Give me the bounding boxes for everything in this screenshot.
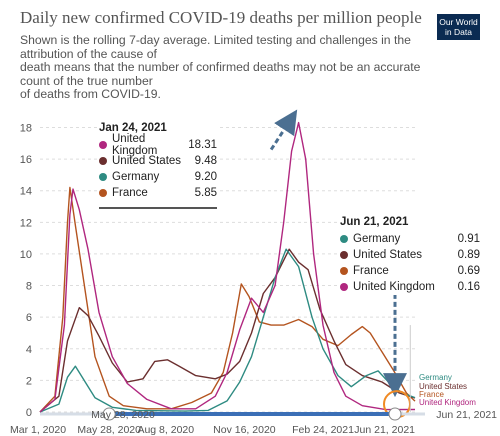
series-lines	[39, 121, 416, 413]
tooltip-series-name: Germany	[353, 233, 401, 245]
y-tick-label: 0	[26, 407, 32, 419]
x-tick-label: Aug 8, 2020	[137, 424, 194, 436]
legend-dot-germany	[99, 173, 107, 181]
tooltip-series-name: France	[353, 265, 389, 277]
tooltip-value: 18.31	[188, 139, 217, 151]
y-tick-label: 8	[26, 281, 32, 293]
y-tick-label: 12	[20, 217, 32, 229]
subtitle-line: Shown is the rolling 7-day average. Limi…	[20, 33, 411, 47]
y-tick-label: 18	[20, 122, 32, 134]
tooltip-value: 0.89	[457, 249, 480, 261]
chart-title: Daily new confirmed COVID-19 deaths per …	[20, 8, 422, 27]
legend-dot-uk	[99, 141, 107, 149]
legend-dot-france	[340, 267, 348, 275]
legend-dot-us	[99, 157, 107, 165]
y-tick-label: 4	[26, 344, 32, 356]
logo-line: Our World	[439, 17, 478, 27]
timeline-start-label: May 28, 2020	[91, 409, 155, 421]
timeline-start-handle[interactable]	[102, 407, 116, 421]
subtitle-line: count of the true number	[20, 73, 153, 88]
y-tick-label: 10	[20, 249, 32, 261]
tooltip-value: 9.48	[194, 155, 217, 167]
tooltip-row: Germany 0.91	[340, 231, 480, 247]
y-tick-label: 14	[20, 186, 32, 198]
tooltip-series-name: United States	[353, 249, 423, 261]
x-tick-label: Nov 16, 2020	[213, 424, 276, 436]
timeline-slider	[40, 407, 425, 421]
series-line-united-kingdom[interactable]	[39, 121, 416, 413]
tooltip-row: United Kingdom 18.31	[99, 133, 217, 157]
x-tick-label: Jun 21, 2021	[354, 424, 415, 436]
tooltip-value: 0.91	[457, 233, 480, 245]
end-label: United States	[419, 382, 467, 391]
owid-logo[interactable]: Our World in Data	[437, 14, 480, 40]
tooltip-row: France 5.85	[99, 185, 217, 201]
tooltip-value: 9.20	[194, 171, 217, 183]
logo-line: in Data	[445, 27, 472, 37]
tooltip-series-name: United Kingdom	[112, 133, 158, 157]
y-tick-label: 6	[26, 312, 32, 324]
series-line-united-states[interactable]	[39, 248, 416, 413]
tooltip-jun-21: Jun 21, 2021 Germany 0.91 United States 0.…	[340, 216, 480, 295]
x-tick-label: Feb 24, 2021	[292, 424, 354, 436]
legend-dot-germany	[340, 235, 348, 243]
series-line-france[interactable]	[39, 186, 416, 413]
series-line-germany[interactable]	[39, 248, 416, 413]
x-tick-label: Mar 1, 2020	[10, 424, 66, 436]
chart-subtitle: Shown is the rolling 7-day average. Limi…	[20, 33, 430, 102]
tooltip-row: Germany 9.20	[99, 169, 217, 185]
end-label: France	[419, 390, 444, 399]
tooltip-value: 5.85	[194, 187, 217, 199]
tooltip-date: Jun 21, 2021	[340, 216, 409, 228]
tooltip-series-name: United States	[112, 155, 182, 167]
end-label: Germany	[419, 373, 452, 382]
legend-dot-uk	[340, 283, 348, 291]
legend-dot-us	[340, 251, 348, 259]
arrow-to-uk-peak	[269, 109, 298, 151]
tooltip-row: France 0.69	[340, 263, 480, 279]
y-axis: 0 2 4 6 8 10 12 14 16 18	[20, 122, 32, 419]
tooltip-value: 0.69	[457, 265, 480, 277]
subtitle-line: attribution of the cause of	[20, 46, 157, 61]
subtitle-line: of deaths from COVID-19.	[20, 87, 161, 101]
tooltip-row: United Kingdom 0.16	[340, 279, 480, 295]
tooltip-series-name: United Kingdom	[353, 281, 435, 293]
tooltip-value: 0.16	[457, 281, 480, 293]
legend-dot-france	[99, 189, 107, 197]
timeline-end-label: Jun 21, 2021	[436, 409, 497, 421]
y-tick-label: 2	[26, 375, 32, 387]
end-label: United Kingdom	[419, 398, 476, 407]
tooltip-row: United States 9.48	[99, 153, 217, 169]
timeline-end-handle[interactable]	[388, 407, 402, 421]
tooltip-date: Jan 24, 2021	[99, 122, 167, 134]
y-tick-label: 16	[20, 154, 32, 166]
tooltip-row: United States 0.89	[340, 247, 480, 263]
x-tick-label: May 28, 2020	[77, 424, 141, 436]
tooltip-series-name: Germany	[112, 171, 160, 183]
subtitle-line: death means that the number of confirmed…	[20, 60, 421, 74]
tooltip-jan-24: Jan 24, 2021 United Kingdom 18.31 United …	[99, 122, 217, 209]
tooltip-series-name: France	[112, 187, 148, 199]
